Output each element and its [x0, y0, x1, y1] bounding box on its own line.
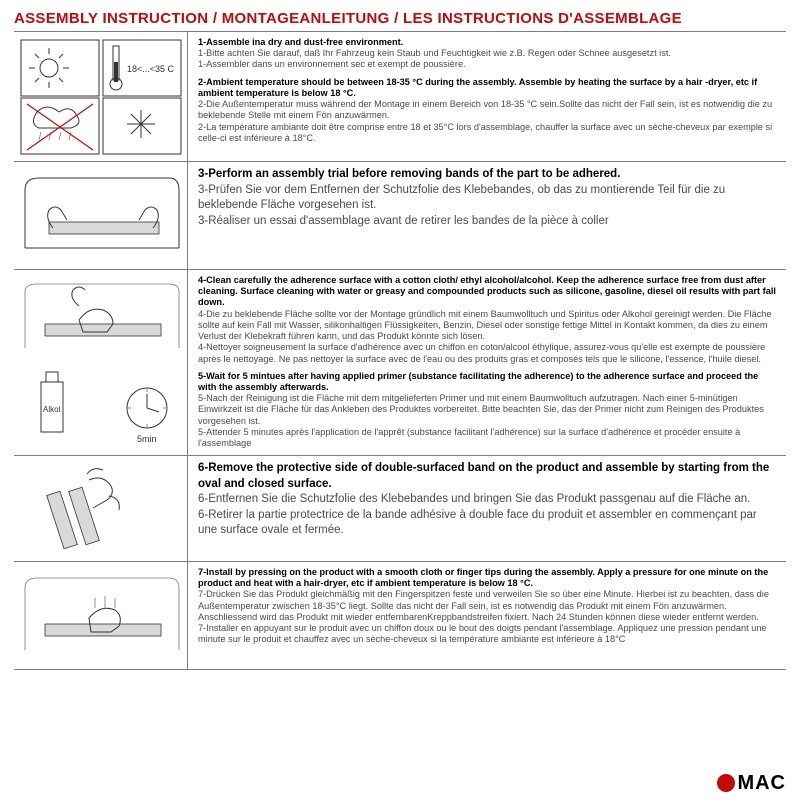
text-steps-1-2: 1-Assemble ina dry and dust-free environ… — [188, 32, 786, 161]
assembly-instruction-sheet: ASSEMBLY INSTRUCTION / MONTAGEANLEITUNG … — [0, 0, 800, 800]
step-1-en: 1-Assemble ina dry and dust-free environ… — [198, 37, 403, 47]
text-steps-4-5: 4-Clean carefully the adherence surface … — [188, 270, 786, 455]
steps-table: 18<...<35 C 1-Assemble ina dry and dust-… — [14, 31, 786, 766]
illustration-press-install — [14, 562, 188, 669]
step-4-de: 4-Die zu beklebende Fläche sollte vor de… — [198, 309, 772, 341]
row-step-7: 7-Install by pressing on the product wit… — [14, 562, 786, 670]
step-2-fr: 2-La température ambiante doit être comp… — [198, 122, 772, 143]
brand-logo: MAC — [717, 772, 786, 795]
step-3-fr: 3-Réaliser un essai d'assemblage avant d… — [198, 215, 609, 227]
illustration-peel-tape — [14, 456, 188, 561]
illustration-clean-primer: Alkol 5min — [14, 270, 188, 455]
step-7: 7-Install by pressing on the product wit… — [198, 567, 778, 646]
step-6: 6-Remove the protective side of double-s… — [198, 461, 778, 539]
brand-name: MAC — [737, 772, 786, 795]
step-6-en: 6-Remove the protective side of double-s… — [198, 462, 769, 490]
step-5: 5-Wait for 5 mintues after having applie… — [198, 371, 778, 450]
step-6-de: 6-Entfernen Sie die Schutzfolie des Kleb… — [198, 493, 750, 505]
footer: MAC — [14, 766, 786, 796]
text-step-7: 7-Install by pressing on the product wit… — [188, 562, 786, 669]
step-4-en: 4-Clean carefully the adherence surface … — [198, 275, 776, 307]
step-2-en: 2-Ambient temperature should be between … — [198, 77, 757, 98]
step-1-fr: 1-Assembler dans un environnement sec et… — [198, 59, 466, 69]
step-1: 1-Assemble ina dry and dust-free environ… — [198, 37, 778, 71]
step-1-de: 1-Bitte achten Sie darauf, daß Ihr Fahrz… — [198, 48, 671, 58]
step-7-de: 7-Drücken Sie das Produkt gleichmäßig mi… — [198, 589, 769, 621]
page-title: ASSEMBLY INSTRUCTION / MONTAGEANLEITUNG … — [14, 10, 786, 31]
step-5-fr: 5-Attender 5 minutes après l'application… — [198, 427, 740, 448]
illustration-env-temp: 18<...<35 C — [14, 32, 188, 161]
step-4: 4-Clean carefully the adherence surface … — [198, 275, 778, 365]
text-step-3: 3-Perform an assembly trial before remov… — [188, 162, 786, 269]
step-7-fr: 7-Installer en appuyant sur le produit a… — [198, 623, 767, 644]
step-5-de: 5-Nach der Reinigung ist die Fläche mit … — [198, 393, 764, 425]
step-7-en: 7-Install by pressing on the product wit… — [198, 567, 768, 588]
row-step-6: 6-Remove the protective side of double-s… — [14, 456, 786, 562]
row-steps-1-2: 18<...<35 C 1-Assemble ina dry and dust-… — [14, 32, 786, 162]
row-steps-4-5: Alkol 5min 4-Clean carefully the adheren… — [14, 270, 786, 456]
step-6-fr: 6-Retirer la partie protectrice de la ba… — [198, 509, 757, 537]
step-3-de: 3-Prüfen Sie vor dem Entfernen der Schut… — [198, 184, 725, 212]
temp-range-label: 18<...<35 C — [127, 64, 175, 74]
text-step-6: 6-Remove the protective side of double-s… — [188, 456, 786, 561]
step-5-en: 5-Wait for 5 mintues after having applie… — [198, 371, 758, 392]
row-step-3: 3-Perform an assembly trial before remov… — [14, 162, 786, 270]
alcohol-label: Alkol — [43, 405, 61, 414]
brand-dot-icon — [717, 774, 735, 792]
wait-label: 5min — [137, 434, 157, 444]
step-2-de: 2-Die Außentemperatur muss während der M… — [198, 99, 772, 120]
step-3-en: 3-Perform an assembly trial before remov… — [198, 168, 620, 180]
step-4-fr: 4-Nettoyer soigneusement la surface d'ad… — [198, 342, 765, 363]
step-2: 2-Ambient temperature should be between … — [198, 77, 778, 144]
step-3: 3-Perform an assembly trial before remov… — [198, 167, 778, 229]
illustration-trial-fit — [14, 162, 188, 269]
